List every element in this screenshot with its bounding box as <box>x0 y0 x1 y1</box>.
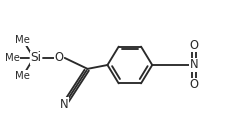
Text: N: N <box>60 98 68 111</box>
Text: Me: Me <box>5 53 19 63</box>
Text: Me: Me <box>15 35 30 45</box>
Text: N: N <box>189 58 197 72</box>
Text: O: O <box>188 78 197 91</box>
Text: Si: Si <box>30 51 41 64</box>
Text: Me: Me <box>15 71 30 81</box>
Text: O: O <box>188 39 197 52</box>
Text: O: O <box>54 51 63 64</box>
